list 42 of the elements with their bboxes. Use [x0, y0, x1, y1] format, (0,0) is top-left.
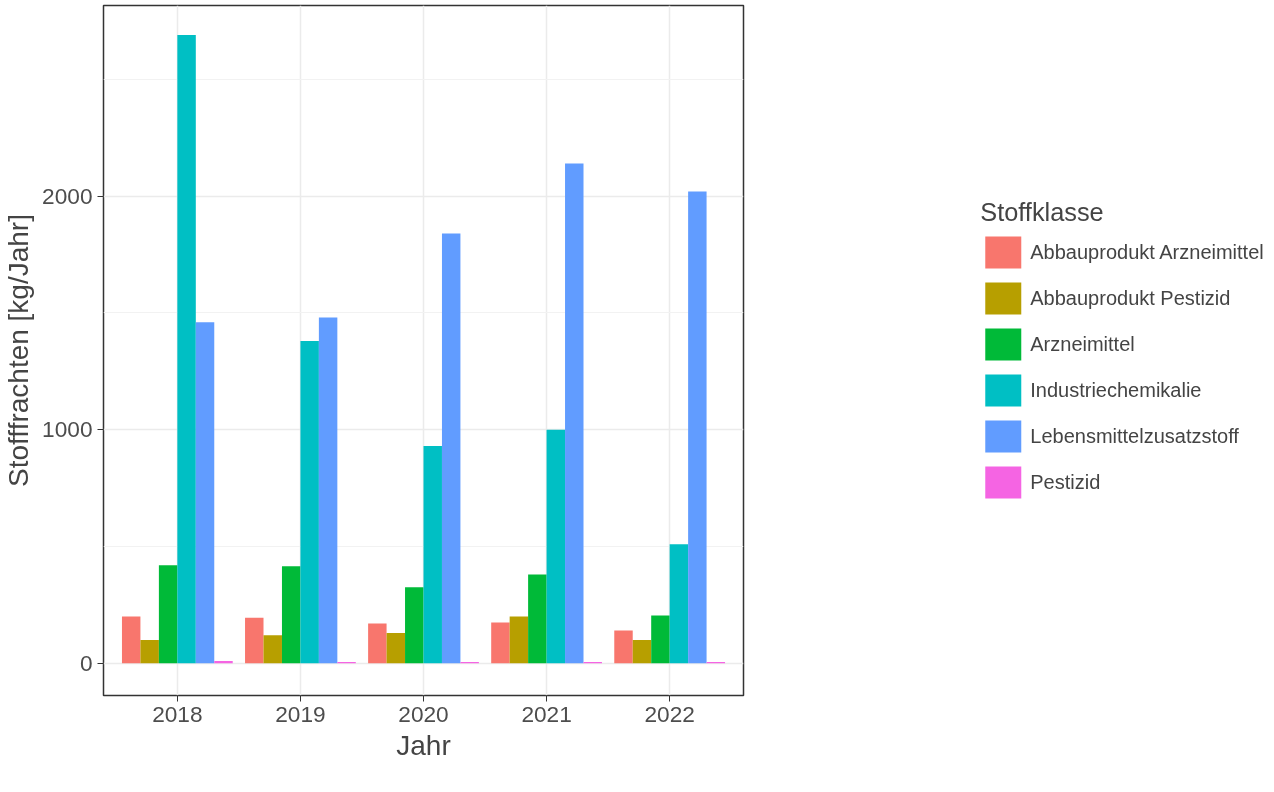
- x-tick-label: 2019: [275, 700, 326, 727]
- legend-label: Lebensmittelzusatzstoff: [1030, 424, 1239, 448]
- bar: [195, 322, 215, 664]
- legend-label: Arzneimittel: [1030, 332, 1135, 356]
- bar: [121, 616, 141, 664]
- bar: [651, 615, 670, 664]
- bar: [386, 632, 406, 664]
- bar: [318, 317, 338, 664]
- bar: [300, 340, 319, 664]
- y-tick-label: 1000: [42, 416, 93, 443]
- bar: [509, 616, 529, 664]
- bar: [688, 191, 707, 664]
- bar: [669, 544, 689, 664]
- bar: [632, 639, 652, 664]
- bar: [491, 622, 510, 664]
- legend-label: Abbauprodukt Pestizid: [1030, 286, 1231, 310]
- x-tick-label: 2018: [152, 700, 203, 727]
- bar: [158, 565, 178, 664]
- bar: [565, 163, 584, 664]
- legend-label: Industriechemikalie: [1030, 378, 1202, 402]
- bar: [441, 233, 461, 664]
- y-tick-label: 0: [79, 649, 93, 676]
- bar: [528, 574, 547, 664]
- x-axis-title: Jahr: [396, 729, 451, 761]
- bar: [245, 617, 264, 664]
- bar: [281, 566, 301, 664]
- legend-label: Abbauprodukt Arzneimittel: [1030, 240, 1264, 264]
- y-axis-title: Stofffrachten [kg/Jahr]: [3, 214, 35, 487]
- bar: [614, 630, 633, 664]
- bar: [177, 34, 196, 664]
- legend-title: Stoffklasse: [980, 198, 1105, 227]
- legend-label: Pestizid: [1030, 470, 1101, 494]
- bar: [546, 429, 566, 664]
- x-tick-label: 2022: [644, 700, 695, 727]
- bar: [263, 635, 282, 664]
- y-tick-label: 2000: [42, 182, 93, 209]
- bar: [368, 623, 387, 664]
- x-tick-label: 2021: [521, 700, 572, 727]
- bar: [423, 446, 442, 664]
- bar: [405, 587, 424, 664]
- x-tick-label: 2020: [398, 700, 449, 727]
- bar: [140, 639, 159, 664]
